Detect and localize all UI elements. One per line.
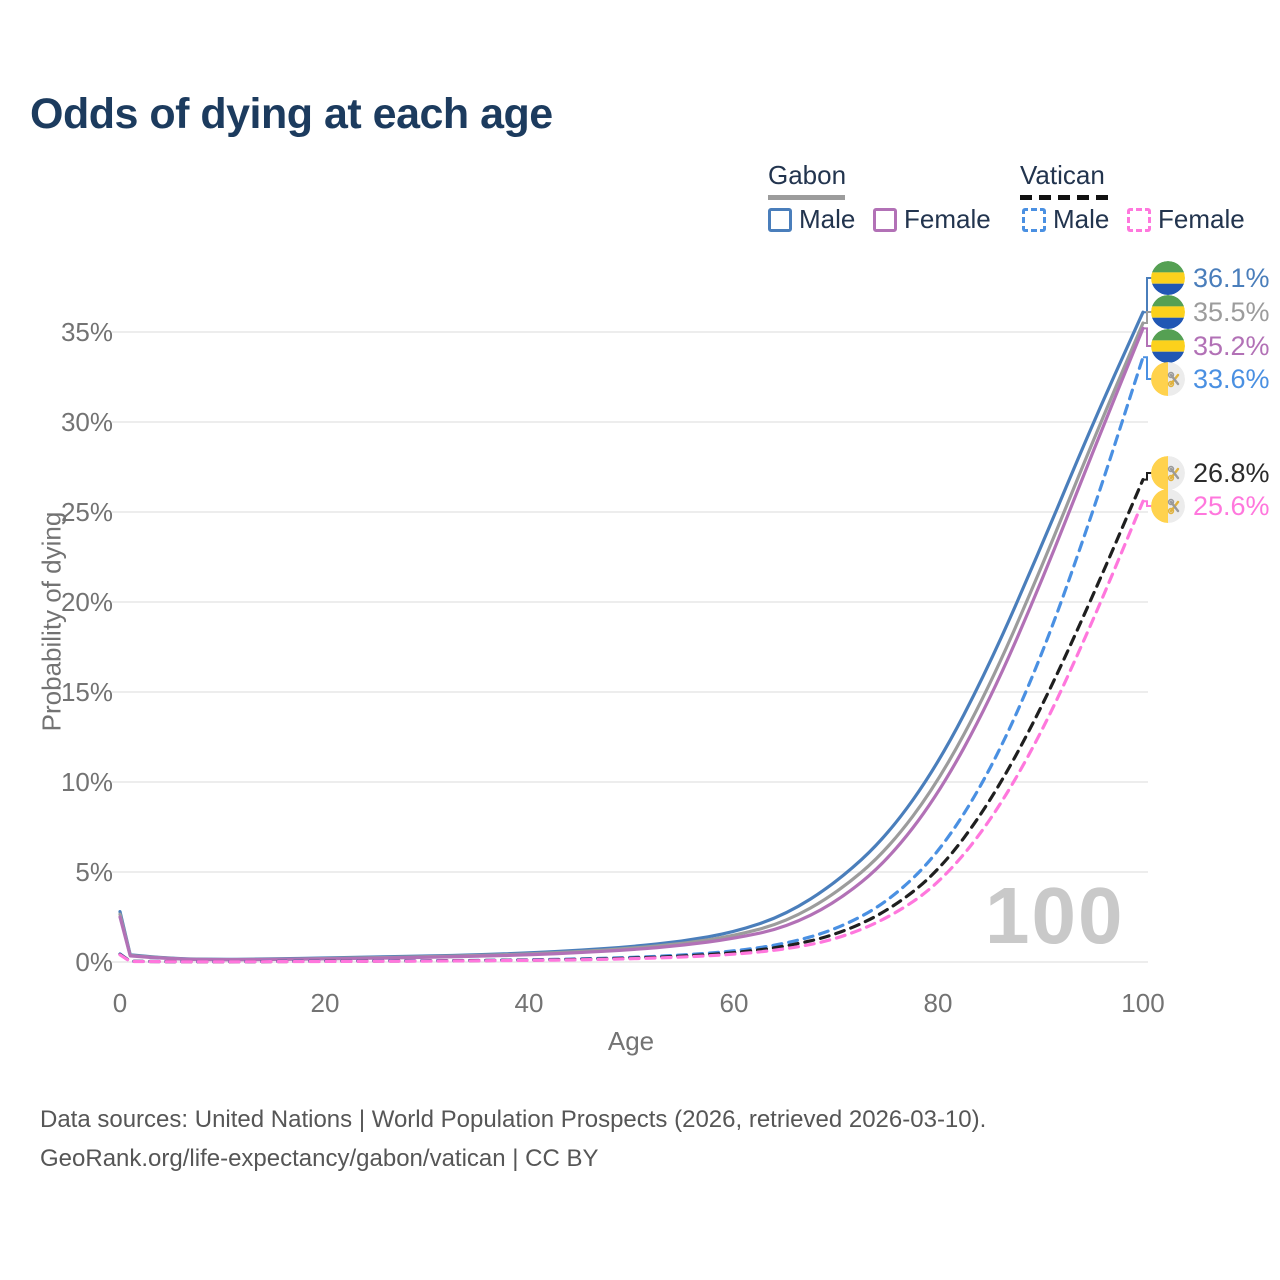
legend-item-label: Female — [904, 204, 991, 234]
legend-item-vatican-female[interactable]: Female — [1127, 204, 1245, 235]
y-tick-30: 30% — [60, 407, 113, 437]
connector-vatican-male — [1143, 356, 1152, 380]
attribution-link-text[interactable]: GeoRank.org/life-expectancy/gabon/vatica… — [40, 1145, 599, 1172]
gabon-solid-line-sample — [768, 195, 845, 200]
connector-gabon-both-sexes — [1143, 311, 1152, 324]
legend-item-gabon-male[interactable]: Male — [768, 204, 855, 235]
y-tick-10: 10% — [60, 767, 113, 797]
gabon-male-swatch-icon — [768, 207, 792, 232]
vatican-male-swatch-icon — [1022, 207, 1046, 232]
hovered-age-readout: 100 — [985, 871, 1125, 960]
connector-gabon-female — [1143, 327, 1152, 347]
curve-gabon-female[interactable] — [118, 326, 1145, 962]
curve-gabon-both-sexes[interactable] — [118, 321, 1145, 962]
end-label-vatican-female: 25.6% — [1151, 488, 1270, 524]
y-tick-5: 5% — [75, 857, 113, 887]
connector-vatican-both-sexes — [1143, 472, 1152, 481]
end-value: 33.6% — [1193, 363, 1270, 394]
curve-gabon-male[interactable] — [118, 310, 1145, 961]
end-value: 26.8% — [1193, 457, 1270, 488]
chart-title: Odds of dying at each age — [30, 90, 553, 138]
legend-item-label: Female — [1158, 204, 1245, 234]
gabon-flag-icon — [1151, 261, 1185, 295]
y-axis-title: Probability of dying — [36, 511, 67, 732]
x-axis-title: Age — [607, 1026, 655, 1056]
vatican-flag-icon — [1151, 362, 1185, 396]
gabon-flag-icon — [1151, 295, 1185, 329]
y-tick-20: 20% — [60, 587, 113, 617]
legend-group-vatican[interactable]: Vatican — [1020, 160, 1105, 190]
gabon-flag-icon — [1151, 329, 1185, 363]
end-label-vatican-both: 26.8% — [1151, 455, 1270, 491]
legend-item-label: Male — [799, 204, 856, 234]
gabon-female-swatch-icon — [873, 207, 897, 232]
end-label-gabon-male: 36.1% — [1151, 260, 1270, 296]
legend-item-label: Male — [1053, 204, 1110, 234]
vatican-flag-icon — [1151, 489, 1185, 523]
legend-item-vatican-male[interactable]: Male — [1022, 204, 1109, 235]
x-tick-60: 60 — [719, 988, 749, 1018]
connector-gabon-male — [1143, 277, 1152, 314]
legend-item-gabon-female[interactable]: Female — [873, 204, 991, 235]
vatican-female-swatch-icon — [1127, 207, 1151, 232]
y-tick-15: 15% — [60, 677, 113, 707]
x-tick-40: 40 — [514, 988, 544, 1018]
vatican-flag-icon — [1151, 456, 1185, 490]
data-sources-text: Data sources: United Nations | World Pop… — [40, 1106, 987, 1133]
end-value: 25.6% — [1193, 490, 1270, 521]
legend-group-gabon[interactable]: Gabon — [768, 160, 847, 190]
x-tick-80: 80 — [923, 988, 953, 1018]
end-label-vatican-male: 33.6% — [1151, 361, 1270, 397]
y-tick-25: 25% — [60, 497, 113, 527]
vatican-dashed-line-sample — [1020, 195, 1108, 200]
x-tick-20: 20 — [310, 988, 340, 1018]
end-value: 35.5% — [1193, 296, 1270, 327]
curve-vatican-female[interactable] — [118, 499, 1145, 964]
y-tick-35: 35% — [60, 317, 113, 347]
y-tick-0: 0% — [75, 947, 113, 977]
x-tick-100: 100 — [1121, 988, 1165, 1018]
end-label-gabon-both: 35.5% — [1151, 294, 1270, 330]
end-label-gabon-female: 35.2% — [1151, 328, 1270, 364]
end-value: 36.1% — [1193, 262, 1270, 293]
end-value: 35.2% — [1193, 330, 1270, 361]
connector-vatican-female — [1143, 500, 1152, 507]
x-tick-0: 0 — [112, 988, 128, 1018]
